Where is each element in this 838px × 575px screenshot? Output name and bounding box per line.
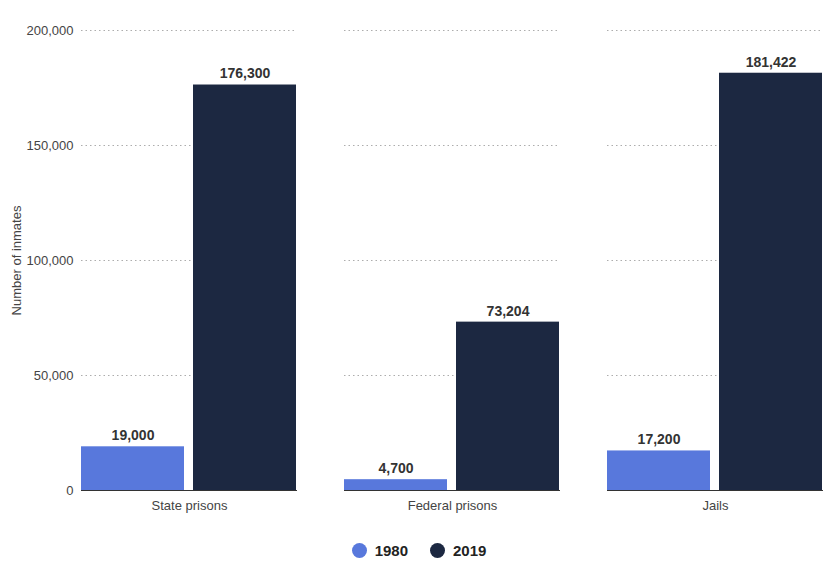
svg-text:176,300: 176,300 (220, 65, 271, 81)
svg-text:4,700: 4,700 (378, 460, 413, 476)
html-text:1980: 1980 (374, 541, 408, 559)
svg-text:150,000: 150,000 (27, 138, 74, 153)
svg-text:17,200: 17,200 (638, 431, 681, 447)
svg-text:Number of inmates: Number of inmates (9, 205, 24, 315)
svg-text:50,000: 50,000 (34, 368, 74, 383)
svg-text:Jails: Jails (702, 498, 729, 513)
html-text:2019: 2019 (453, 541, 487, 559)
svg-text:73,204: 73,204 (487, 303, 530, 319)
svg-text:200,000: 200,000 (27, 23, 74, 38)
svg-text:Federal prisons: Federal prisons (408, 498, 498, 513)
svg-text:19,000: 19,000 (112, 427, 155, 443)
svg-text:State prisons: State prisons (152, 498, 228, 513)
svg-text:181,422: 181,422 (746, 54, 797, 70)
svg-text:0: 0 (66, 483, 73, 498)
svg-text:100,000: 100,000 (27, 253, 74, 268)
